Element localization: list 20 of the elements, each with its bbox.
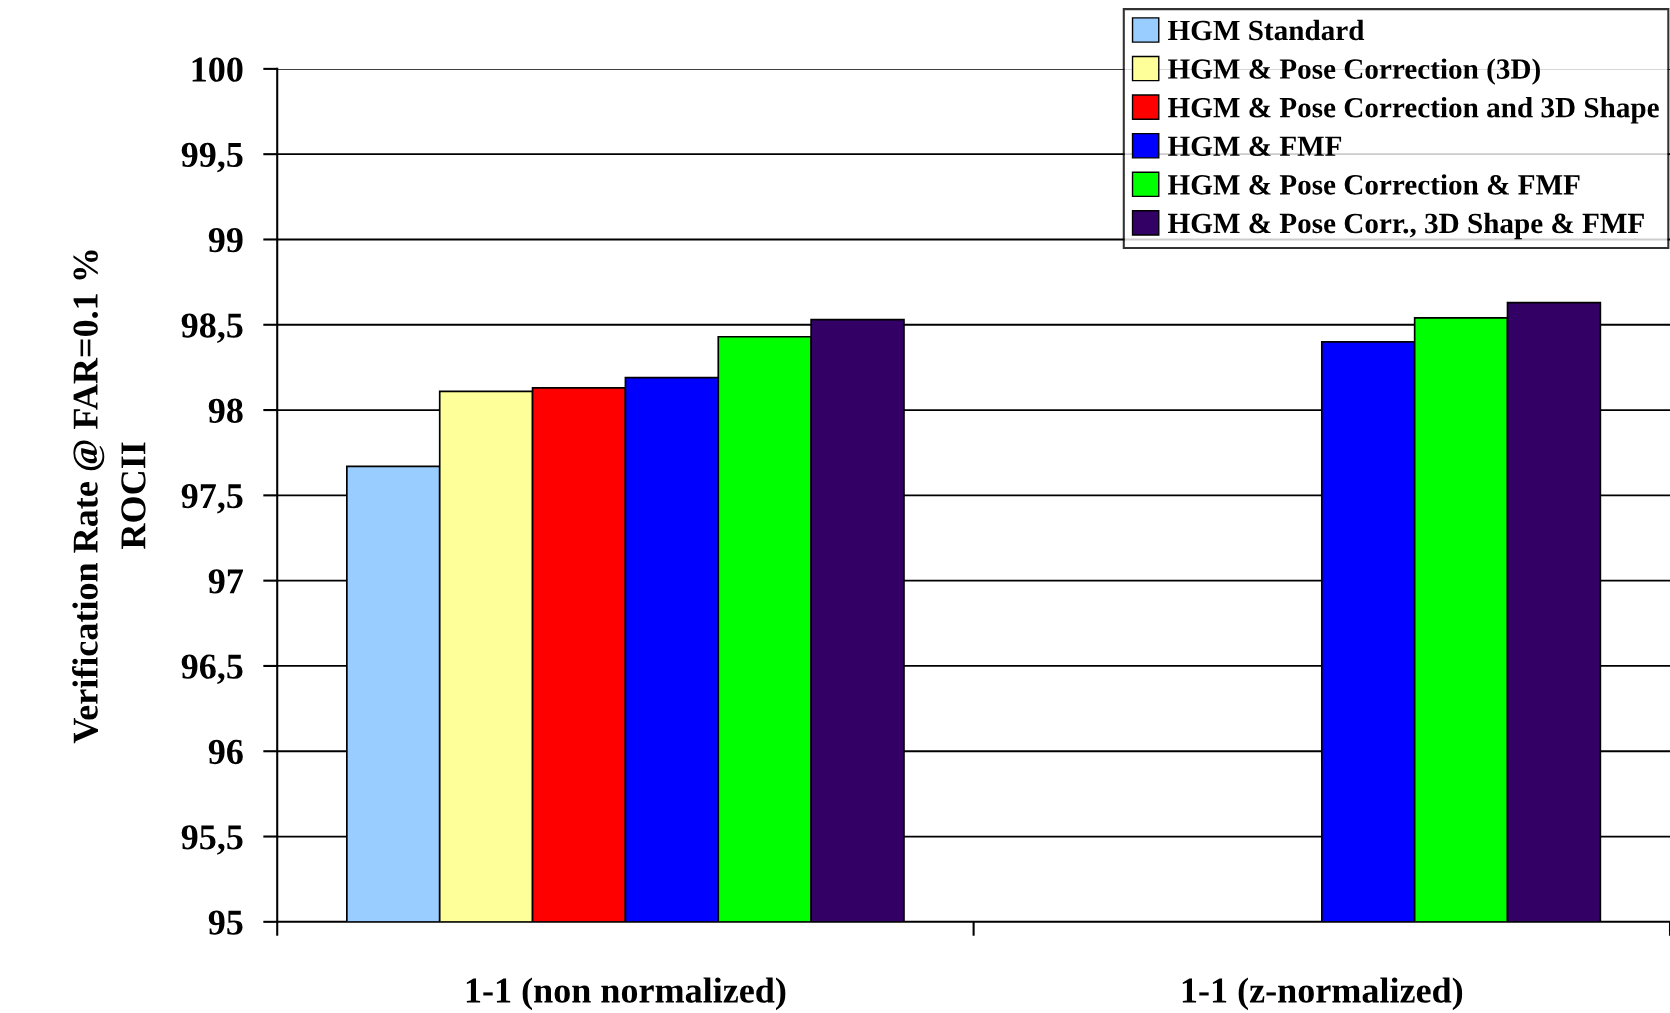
y-tick-label: 97,5 bbox=[181, 483, 243, 514]
legend-label: HGM & Pose Correction and 3D Shape bbox=[1168, 96, 1659, 124]
x-tick-label: 1-1 (z-normalized) bbox=[1182, 977, 1463, 1011]
y-tick-label: 95,5 bbox=[181, 825, 243, 855]
y-tick-label: 98,5 bbox=[181, 313, 243, 343]
y-tick-label: 98 bbox=[208, 398, 243, 423]
y-tick-label: 99,5 bbox=[181, 142, 243, 173]
y-tick-label: 96,5 bbox=[181, 654, 243, 685]
y-tick-label: 100 bbox=[192, 57, 243, 82]
y-tick-label: 95 bbox=[208, 910, 243, 935]
legend-label: HGM Standard bbox=[1168, 19, 1365, 41]
legend-label: HGM & FMF bbox=[1168, 136, 1342, 157]
x-tick-label: 1-1 (non normalized) bbox=[466, 977, 786, 1011]
legend-label: HGM & Pose Correction & FMF bbox=[1168, 174, 1580, 195]
y-tick-label: 96 bbox=[208, 739, 243, 765]
y-tick-label: 97 bbox=[208, 569, 244, 594]
legend-label: HGM & Pose Corr., 3D Shape & FMF bbox=[1168, 212, 1644, 240]
legend-label: HGM & Pose Correction (3D) bbox=[1168, 58, 1540, 85]
y-axis-title: Verification Rate @ FAR=0.1 % ROCII bbox=[72, 250, 146, 744]
y-tick-label: 99 bbox=[208, 228, 243, 253]
